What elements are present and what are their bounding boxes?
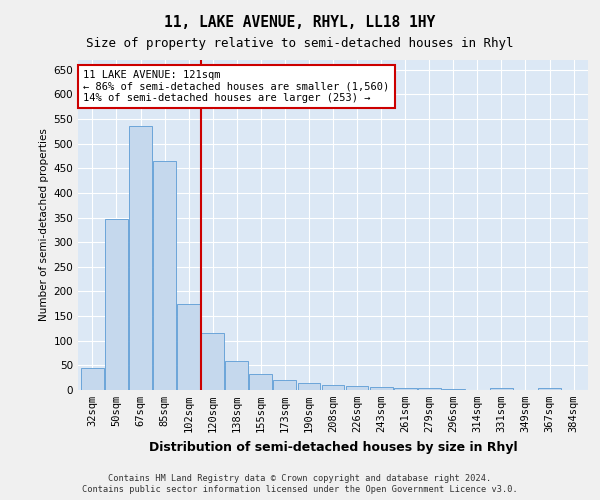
- Y-axis label: Number of semi-detached properties: Number of semi-detached properties: [39, 128, 49, 322]
- Bar: [298, 382, 320, 390]
- Bar: [322, 385, 344, 390]
- Bar: [394, 388, 416, 390]
- Bar: [226, 362, 248, 390]
- Bar: [153, 161, 176, 390]
- Bar: [538, 388, 561, 390]
- Text: Size of property relative to semi-detached houses in Rhyl: Size of property relative to semi-detach…: [86, 38, 514, 51]
- Bar: [129, 126, 152, 390]
- Text: 11, LAKE AVENUE, RHYL, LL18 1HY: 11, LAKE AVENUE, RHYL, LL18 1HY: [164, 15, 436, 30]
- Text: 11 LAKE AVENUE: 121sqm
← 86% of semi-detached houses are smaller (1,560)
14% of : 11 LAKE AVENUE: 121sqm ← 86% of semi-det…: [83, 70, 389, 103]
- Bar: [105, 218, 128, 390]
- Bar: [346, 386, 368, 390]
- Bar: [442, 388, 465, 390]
- X-axis label: Distribution of semi-detached houses by size in Rhyl: Distribution of semi-detached houses by …: [149, 440, 517, 454]
- Bar: [418, 388, 440, 390]
- Bar: [81, 368, 104, 390]
- Bar: [370, 386, 392, 390]
- Bar: [274, 380, 296, 390]
- Bar: [490, 388, 513, 390]
- Text: Contains HM Land Registry data © Crown copyright and database right 2024.
Contai: Contains HM Land Registry data © Crown c…: [82, 474, 518, 494]
- Bar: [201, 333, 224, 390]
- Bar: [177, 304, 200, 390]
- Bar: [250, 374, 272, 390]
